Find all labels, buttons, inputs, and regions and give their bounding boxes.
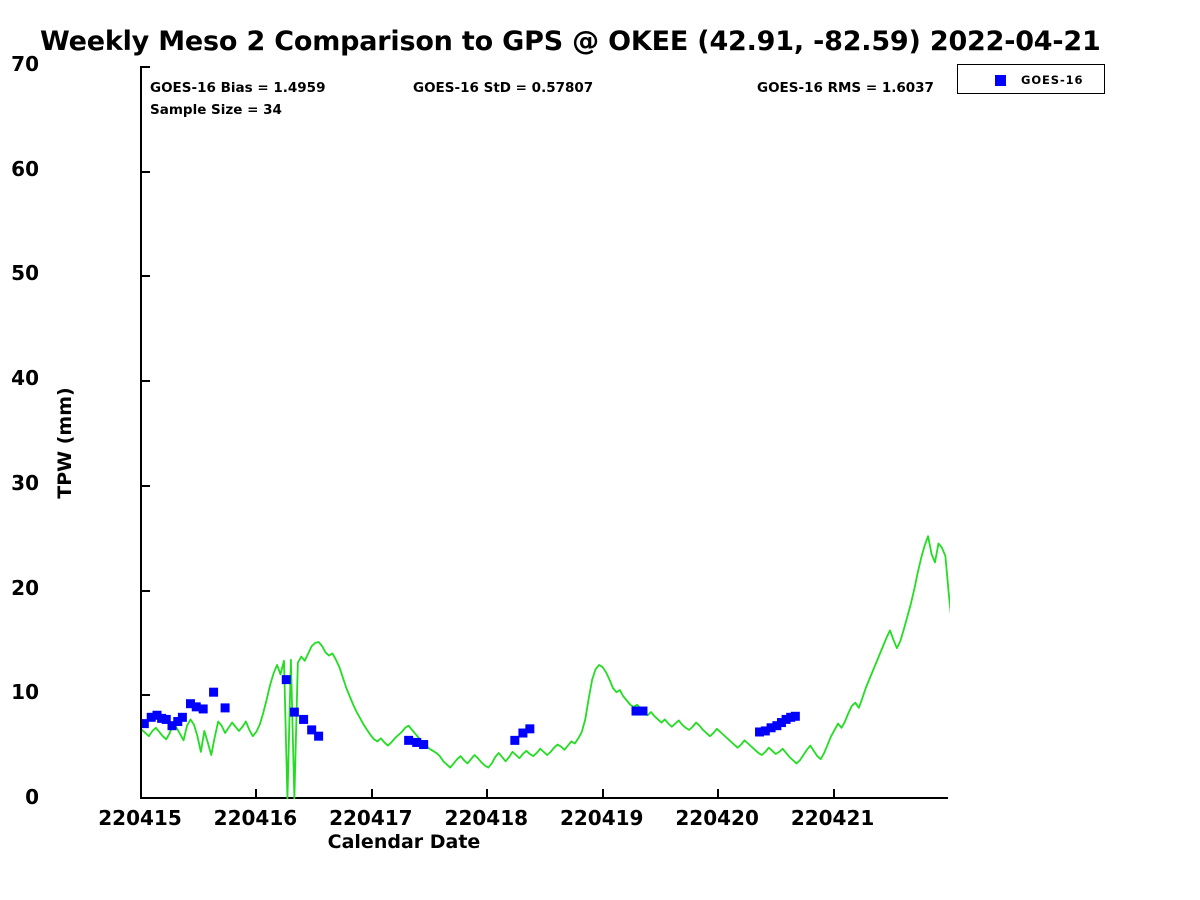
gps-series-line [142,535,950,799]
goes16-data-point [776,718,786,728]
goes16-data-point [760,726,770,736]
y-tick-mark [140,170,150,173]
goes16-data-point [419,740,429,750]
goes16-data-point [142,719,149,729]
x-tick-label: 220421 [790,806,875,830]
y-tick-label: 40 [11,366,39,391]
x-tick-mark [255,789,258,799]
y-tick-label: 10 [11,680,39,705]
stat-bias: GOES-16 Bias = 1.4959 [150,80,326,96]
y-tick-mark [140,66,150,68]
y-tick-label: 30 [11,470,39,495]
goes16-data-point [755,727,765,737]
chart-canvas [142,535,950,799]
x-tick-label: 220415 [98,806,182,830]
x-tick-mark [717,789,720,799]
y-tick-label: 50 [11,261,39,286]
y-tick-mark [140,484,150,487]
x-tick-label: 220418 [444,806,529,830]
x-tick-mark [601,789,604,799]
goes16-data-point [307,725,317,735]
goes16-data-point [220,703,230,713]
x-tick-label: 220419 [559,806,644,830]
goes16-data-point [173,717,183,727]
goes16-data-point [412,737,422,747]
y-axis-title: TPW (mm) [54,387,76,499]
goes16-data-point [209,687,219,697]
y-tick-mark [140,694,150,697]
goes16-data-point [518,728,528,738]
goes16-data-point [198,704,208,714]
y-tick-label: 70 [11,52,39,76]
goes16-data-point [281,675,291,685]
x-axis-title: Calendar Date [327,831,481,853]
y-tick-label: 20 [11,575,39,600]
page-title: Weekly Meso 2 Comparison to GPS @ OKEE (… [40,26,1101,57]
goes16-data-point [185,699,195,709]
x-tick-mark [486,789,489,799]
goes16-data-point [289,707,299,717]
goes16-data-point [790,711,800,721]
goes16-data-point [191,702,201,712]
legend-marker-goes16 [995,75,1006,86]
goes16-data-point [177,712,187,722]
goes16-data-point [781,714,791,724]
goes16-data-point [152,710,162,720]
y-tick-mark [140,380,150,383]
goes16-data-point [299,714,309,724]
x-tick-mark [832,789,835,799]
x-tick-label: 220420 [675,806,759,830]
goes16-data-point [766,723,776,733]
goes16-data-point [772,721,782,731]
goes16-data-point [157,713,167,723]
stat-sample-size: Sample Size = 34 [150,102,282,118]
goes16-data-point [525,724,535,734]
goes16-series-markers [142,675,800,750]
stat-std: GOES-16 StD = 0.57807 [413,80,594,96]
y-tick-mark [140,589,150,592]
x-tick-label: 220416 [213,806,298,830]
y-tick-mark [140,275,150,278]
goes16-data-point [631,706,641,716]
y-tick-label: 60 [11,156,39,181]
goes16-data-point [404,735,414,745]
chart-legend: GOES-16 [957,64,1105,94]
legend-label-goes16: GOES-16 [1021,73,1084,87]
x-tick-mark [370,789,373,799]
goes16-data-point [510,735,520,745]
stat-rms: GOES-16 RMS = 1.6037 [757,80,934,96]
plot-area [140,66,950,799]
goes16-data-point [146,712,156,722]
goes16-data-point [638,706,648,716]
goes16-data-point [161,714,171,724]
goes16-data-point [786,712,796,722]
x-tick-label: 220417 [329,806,413,830]
goes16-data-point [314,731,324,741]
goes16-data-point [167,721,177,731]
y-tick-label: 0 [25,785,39,809]
